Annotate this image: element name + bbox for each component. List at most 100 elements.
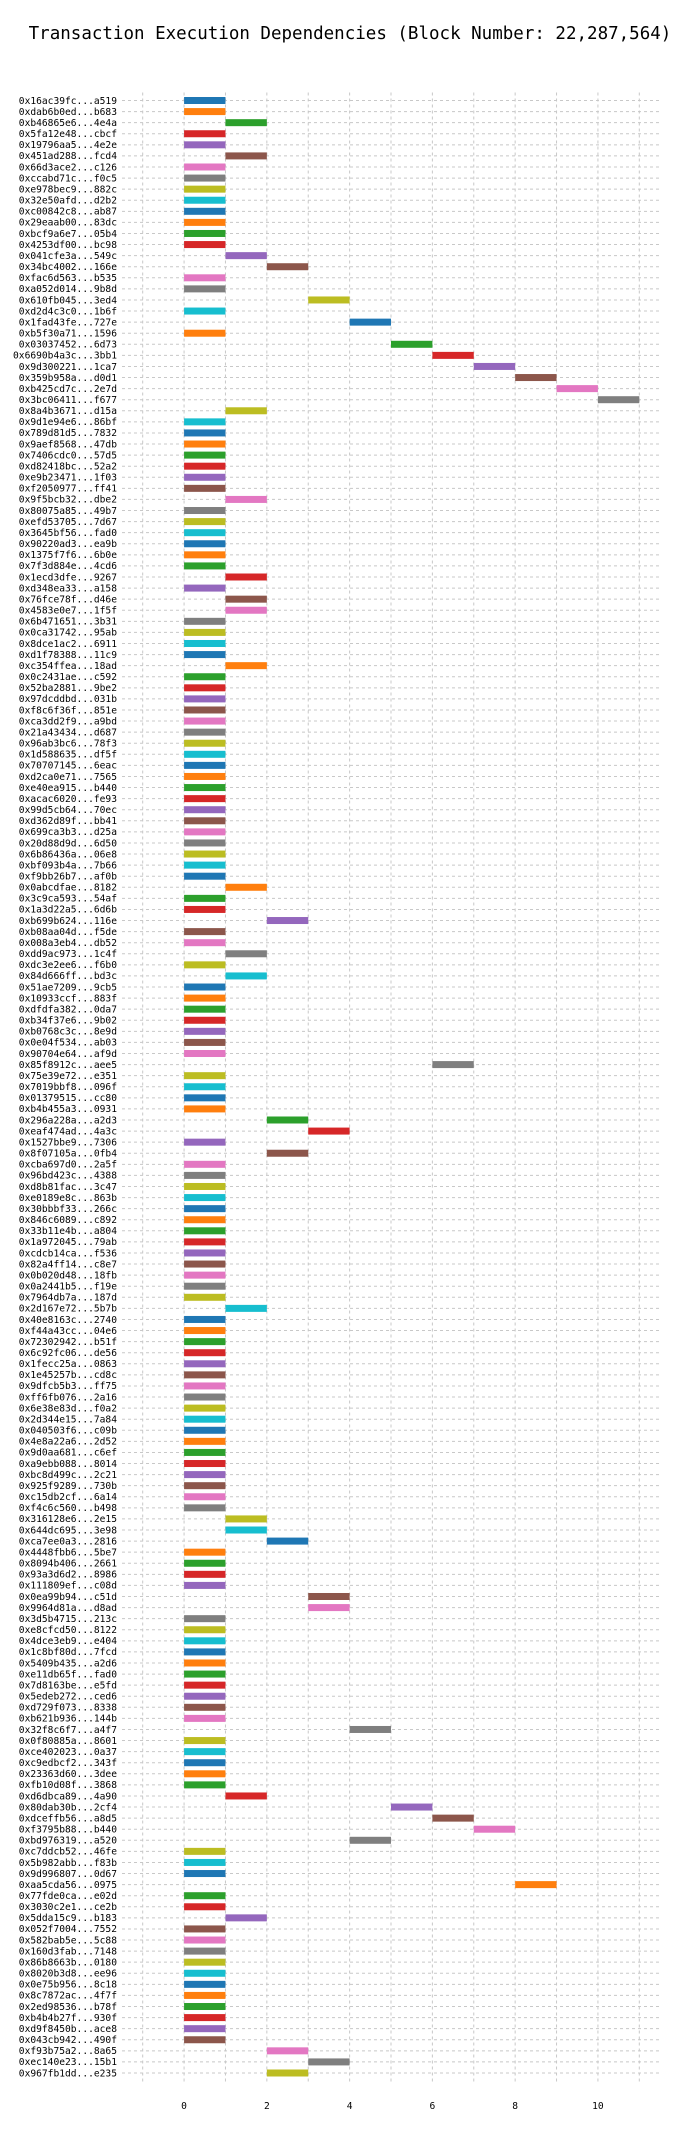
transaction-label: 0x9dfcb5b3...ff75 bbox=[19, 1381, 117, 1392]
transaction-bar bbox=[184, 1072, 226, 1080]
transaction-label: 0x0e04f534...ab03 bbox=[19, 1038, 117, 1049]
transaction-label: 0x967fb1dd...e235 bbox=[19, 2068, 117, 2079]
transaction-bar bbox=[184, 196, 226, 204]
transaction-label: 0x2d167e72...5b7b bbox=[19, 1304, 117, 1315]
transaction-label: 0x9d1e94e6...86bf bbox=[19, 417, 117, 428]
x-tick-label: 6 bbox=[429, 2101, 435, 2112]
transaction-label: 0x97dcddbd...031b bbox=[19, 694, 117, 705]
transaction-bar bbox=[184, 141, 226, 149]
transaction-label: 0xc9edbcf2...343f bbox=[19, 1758, 117, 1769]
transaction-bar bbox=[184, 828, 226, 836]
transaction-label: 0x451ad288...fcd4 bbox=[19, 151, 117, 162]
transaction-label: 0x6b471651...3b31 bbox=[19, 617, 117, 628]
transaction-label: 0x0b020d48...18fb bbox=[19, 1270, 117, 1281]
transaction-label: 0x1527bbe9...7306 bbox=[19, 1137, 117, 1148]
transaction-label: 0xb699b624...116e bbox=[19, 916, 117, 927]
transaction-bar bbox=[184, 1781, 226, 1789]
transaction-bar bbox=[266, 1149, 309, 1157]
transaction-bar bbox=[225, 1792, 267, 1800]
transaction-bar bbox=[184, 817, 226, 825]
transaction-label: 0x33b11e4b...a804 bbox=[19, 1226, 117, 1237]
transaction-label: 0xdc3e2ee6...f6b0 bbox=[19, 960, 117, 971]
transaction-bar bbox=[184, 1947, 226, 1955]
transaction-bar bbox=[184, 540, 226, 548]
transaction-bar bbox=[184, 1637, 226, 1645]
transaction-label: 0x90704e64...af9d bbox=[19, 1049, 117, 1060]
transaction-bar bbox=[184, 1349, 226, 1357]
transaction-bar bbox=[184, 651, 226, 659]
transaction-label: 0x93a3d6d2...8986 bbox=[19, 1570, 117, 1581]
transaction-bar bbox=[184, 617, 226, 625]
transaction-label: 0xb46865e6...4e4a bbox=[19, 118, 117, 129]
transaction-bar bbox=[184, 1182, 226, 1190]
transaction-label: 0xbf093b4a...7b66 bbox=[19, 860, 117, 871]
transaction-bar bbox=[184, 1903, 226, 1911]
transaction-label: 0xd2ca0e71...7565 bbox=[19, 772, 117, 783]
transaction-label: 0x008a3eb4...db52 bbox=[19, 938, 117, 949]
transaction-label: 0x5b982abb...f83b bbox=[19, 1858, 117, 1869]
x-tick-label: 2 bbox=[264, 2101, 270, 2112]
transaction-bar bbox=[184, 551, 226, 559]
transaction-label: 0x789d81d5...7832 bbox=[19, 428, 117, 439]
transaction-label: 0xdab6b0ed...b683 bbox=[19, 107, 117, 118]
transaction-label: 0x03037452...6d73 bbox=[19, 340, 117, 351]
transaction-label: 0xd82418bc...52a2 bbox=[19, 461, 117, 472]
transaction-bar bbox=[184, 1249, 226, 1257]
transaction-label: 0x0c2431ae...c592 bbox=[19, 672, 117, 683]
transaction-bar bbox=[597, 396, 640, 404]
transaction-bar bbox=[432, 1814, 474, 1822]
transaction-bar bbox=[184, 1770, 226, 1778]
transaction-label: 0x76fce78f...d46e bbox=[19, 594, 117, 605]
transaction-bar bbox=[184, 1748, 226, 1756]
transaction-bar bbox=[184, 1493, 226, 1501]
transaction-label: 0xd362d89f...bb41 bbox=[19, 816, 117, 827]
transaction-label: 0xaa5cda56...0975 bbox=[19, 1880, 117, 1891]
transaction-label: 0xc15db2cf...6a14 bbox=[19, 1492, 117, 1503]
transaction-label: 0x8dce1ac2...6911 bbox=[19, 639, 117, 650]
transaction-bar bbox=[184, 1548, 226, 1556]
transaction-bar bbox=[184, 1005, 226, 1013]
transaction-bar bbox=[184, 1858, 226, 1866]
transaction-bar bbox=[184, 839, 226, 847]
transaction-label: 0x40e8163c...2740 bbox=[19, 1315, 117, 1326]
transaction-bar bbox=[184, 1958, 226, 1966]
transaction-bar bbox=[184, 939, 226, 947]
transaction-bar bbox=[184, 983, 226, 991]
transaction-bar bbox=[391, 1803, 433, 1811]
transaction-bar bbox=[184, 473, 226, 481]
transaction-label: 0x7d8163be...e5fd bbox=[19, 1680, 117, 1691]
transaction-bar bbox=[184, 1482, 226, 1490]
transaction-label: 0x316128e6...2e15 bbox=[19, 1514, 117, 1525]
transaction-bar bbox=[308, 296, 350, 304]
transaction-bar bbox=[184, 1338, 226, 1346]
transaction-bar bbox=[184, 484, 226, 492]
transaction-label: 0x582bab5e...5c88 bbox=[19, 1935, 117, 1946]
transaction-bar bbox=[184, 1615, 226, 1623]
transaction-bar bbox=[184, 1936, 226, 1944]
transaction-label: 0x7019bbf8...096f bbox=[19, 1082, 117, 1093]
transaction-label: 0x96bd423c...4388 bbox=[19, 1171, 117, 1182]
transaction-bar bbox=[184, 1980, 226, 1988]
transaction-label: 0x7f3d884e...4cd6 bbox=[19, 561, 117, 572]
transaction-bar bbox=[184, 639, 226, 647]
transaction-label: 0x9d300221...1ca7 bbox=[19, 362, 117, 373]
transaction-label: 0x0e75b956...8c18 bbox=[19, 1980, 117, 1991]
transaction-label: 0x20d88d9d...6d50 bbox=[19, 838, 117, 849]
transaction-bar bbox=[308, 2058, 350, 2066]
transaction-label: 0xf9bb26b7...af0b bbox=[19, 872, 117, 883]
transaction-bar bbox=[225, 1914, 267, 1922]
transaction-bar bbox=[184, 529, 226, 537]
transaction-bar bbox=[184, 1759, 226, 1767]
transaction-label: 0x4448fbb6...5be7 bbox=[19, 1547, 117, 1558]
transaction-label: 0x9f5bcb32...dbe2 bbox=[19, 495, 117, 506]
transaction-bar bbox=[225, 950, 267, 958]
transaction-bar bbox=[184, 717, 226, 725]
transaction-label: 0x160d3fab...7148 bbox=[19, 1946, 117, 1957]
transaction-label: 0x3645bf56...fad0 bbox=[19, 528, 117, 539]
transaction-label: 0x9d996807...0d67 bbox=[19, 1869, 117, 1880]
transaction-label: 0x8c7872ac...4f7f bbox=[19, 1991, 117, 2002]
transaction-bar bbox=[184, 1160, 226, 1168]
transaction-label: 0x0abcdfae...8182 bbox=[19, 883, 117, 894]
transaction-label: 0x1a972045...79ab bbox=[19, 1237, 117, 1248]
transaction-bar bbox=[225, 595, 267, 603]
